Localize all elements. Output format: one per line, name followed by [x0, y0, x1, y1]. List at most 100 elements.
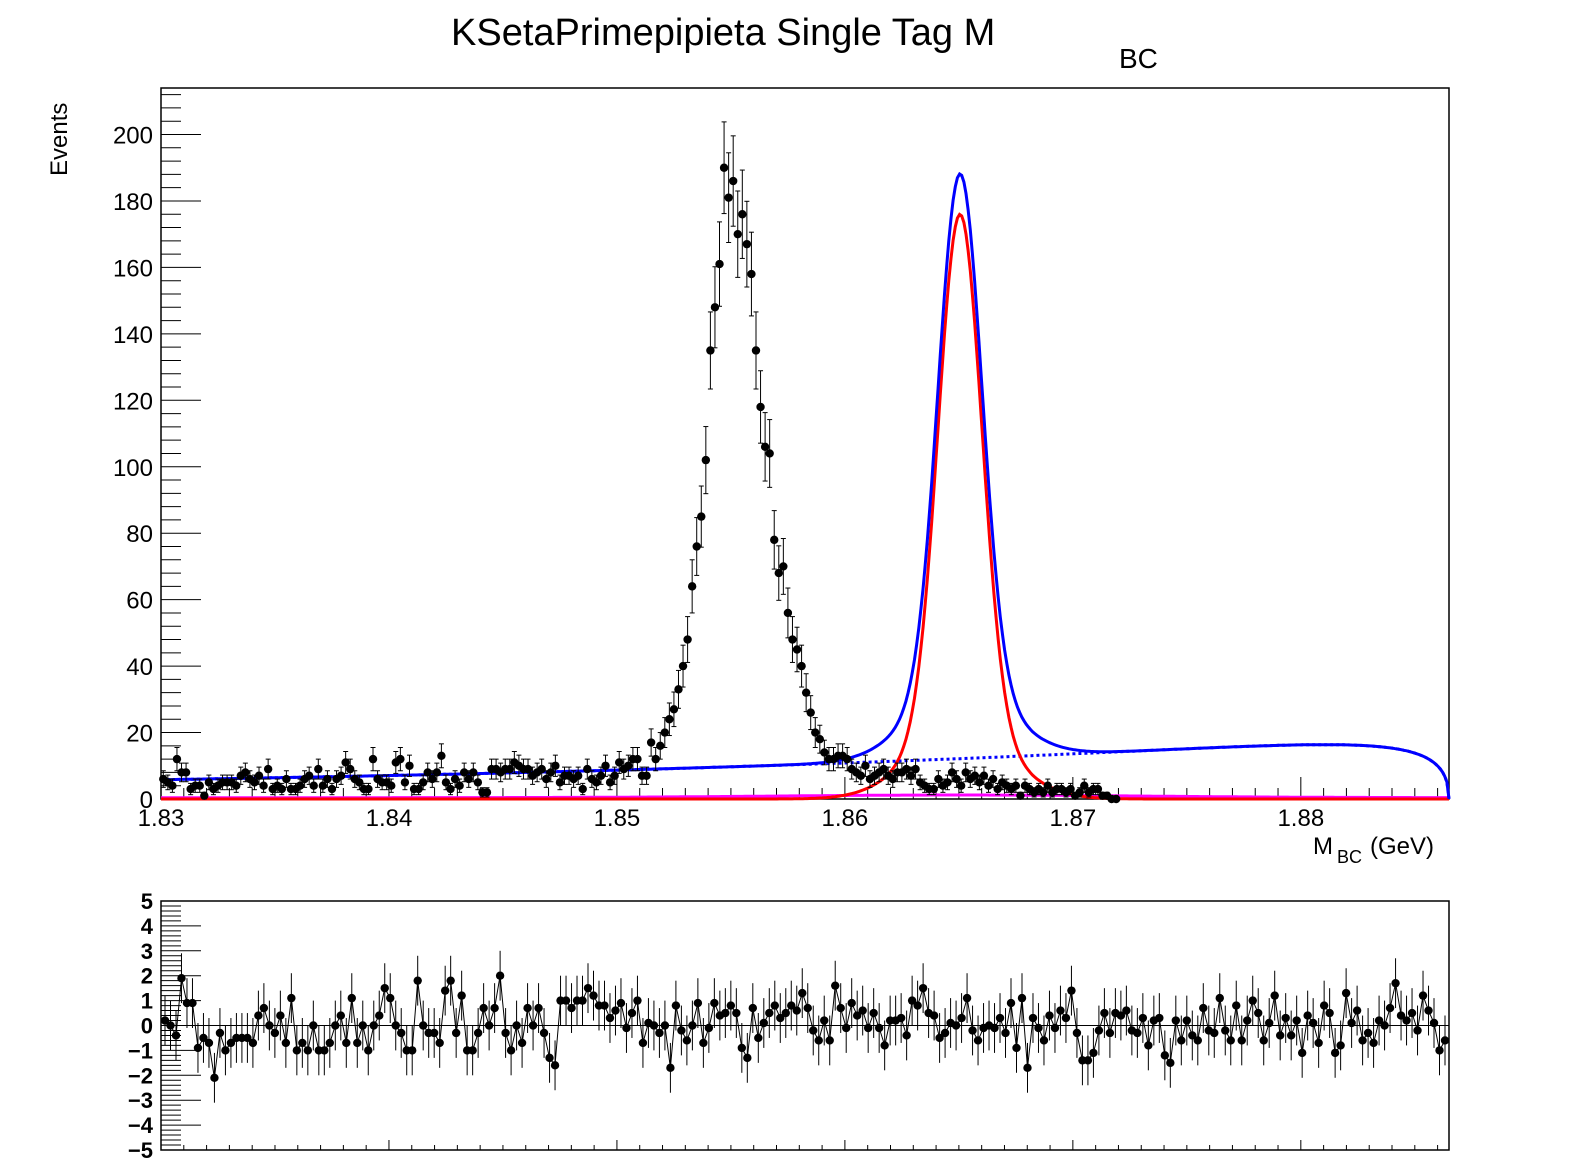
chart-title: KSetaPrimepipieta Single Tag M BC — [451, 12, 1158, 74]
residual-point — [539, 1028, 549, 1038]
residual-point — [550, 1061, 560, 1070]
residual-point — [913, 1001, 922, 1010]
data-point — [542, 774, 551, 784]
y-tick-label: 180 — [113, 189, 153, 216]
residual-point — [831, 981, 840, 990]
data-point — [770, 535, 779, 545]
residual-point — [347, 993, 356, 1003]
data-point — [779, 562, 788, 571]
data-point — [665, 715, 674, 724]
data-point — [418, 778, 428, 787]
residual-point — [605, 1013, 615, 1023]
data-point — [368, 754, 378, 764]
data-point — [355, 778, 364, 787]
data-point — [687, 582, 697, 591]
residual-point — [226, 1038, 236, 1048]
data-point — [259, 781, 268, 790]
data-point — [469, 768, 478, 777]
data-point — [792, 645, 802, 654]
residual-point — [248, 1038, 258, 1048]
residual-point — [995, 1013, 1005, 1023]
data-point — [172, 754, 182, 764]
residual-point — [1193, 1036, 1202, 1045]
res-y-tick-label: −2 — [128, 1063, 153, 1088]
residual-point — [814, 1036, 823, 1045]
data-point — [842, 754, 852, 764]
data-point — [232, 781, 241, 790]
residual-point — [215, 1028, 225, 1038]
residual-point — [1199, 1003, 1208, 1013]
residual-point — [770, 1001, 779, 1010]
data-point — [797, 661, 806, 671]
data-point — [751, 346, 761, 355]
data-point — [774, 568, 783, 578]
residual-point — [292, 1046, 302, 1055]
y-tick-label: 80 — [126, 521, 153, 548]
x-tick-label: 1.87 — [1049, 805, 1096, 832]
residual-point — [1363, 1028, 1373, 1038]
residual-point — [221, 1046, 230, 1055]
x-tick-label: 1.84 — [366, 805, 413, 832]
residual-point — [567, 1003, 576, 1013]
residual-point — [1286, 1031, 1296, 1040]
residual-point — [342, 1038, 351, 1048]
y-tick-label: 100 — [113, 455, 153, 482]
residual-point — [281, 1038, 291, 1048]
residual-point — [1314, 1038, 1323, 1048]
residual-point — [1023, 1063, 1032, 1073]
data-point — [710, 303, 720, 312]
data-point — [204, 778, 214, 787]
residual-point — [171, 1031, 181, 1040]
residual-point — [254, 1011, 263, 1020]
residual-point — [495, 971, 505, 980]
data-point — [692, 542, 701, 551]
data-point — [441, 778, 451, 787]
data-point — [309, 781, 318, 790]
residual-points — [160, 950, 1450, 1103]
residual-point — [523, 1003, 532, 1013]
data-point — [742, 239, 752, 249]
residual-point — [243, 1033, 252, 1043]
residual-point — [1116, 1011, 1126, 1020]
data-point — [943, 778, 952, 787]
data-point — [934, 774, 943, 784]
data-point — [970, 771, 980, 780]
residual-point — [1001, 1028, 1010, 1038]
residual-point — [1243, 1016, 1252, 1025]
data-point — [455, 781, 464, 790]
y-tick-label: 140 — [113, 322, 153, 349]
residual-point — [204, 1038, 214, 1048]
residual-point — [869, 1008, 878, 1018]
data-point — [988, 774, 998, 784]
residual-point — [1171, 1016, 1181, 1025]
data-point — [765, 449, 774, 458]
residual-point — [655, 1028, 664, 1038]
data-point — [304, 771, 314, 780]
residual-point — [1188, 1031, 1197, 1040]
data-point — [1111, 794, 1121, 804]
data-point — [263, 764, 273, 774]
residual-point — [435, 1038, 444, 1048]
x-tick-label: 1.83 — [138, 805, 185, 832]
residual-point — [1061, 1013, 1071, 1023]
residual-point — [765, 1008, 774, 1018]
data-point — [1093, 784, 1103, 794]
residual-point — [737, 1043, 747, 1053]
data-point — [669, 705, 679, 714]
residual-point — [413, 976, 422, 985]
residual-point — [693, 998, 703, 1008]
residual-point — [627, 1008, 637, 1018]
data-point — [583, 764, 592, 774]
residual-point — [1358, 1036, 1367, 1045]
data-point — [856, 771, 866, 780]
res-y-tick-label: 4 — [141, 914, 154, 939]
x-tick-label: 1.86 — [822, 805, 869, 832]
data-point — [464, 774, 473, 784]
y-axis-label: Events — [46, 103, 73, 176]
data-point — [624, 761, 633, 770]
data-point — [450, 774, 460, 784]
data-point — [906, 771, 916, 780]
residual-point — [1319, 1001, 1329, 1010]
residual-point — [1303, 1011, 1312, 1020]
